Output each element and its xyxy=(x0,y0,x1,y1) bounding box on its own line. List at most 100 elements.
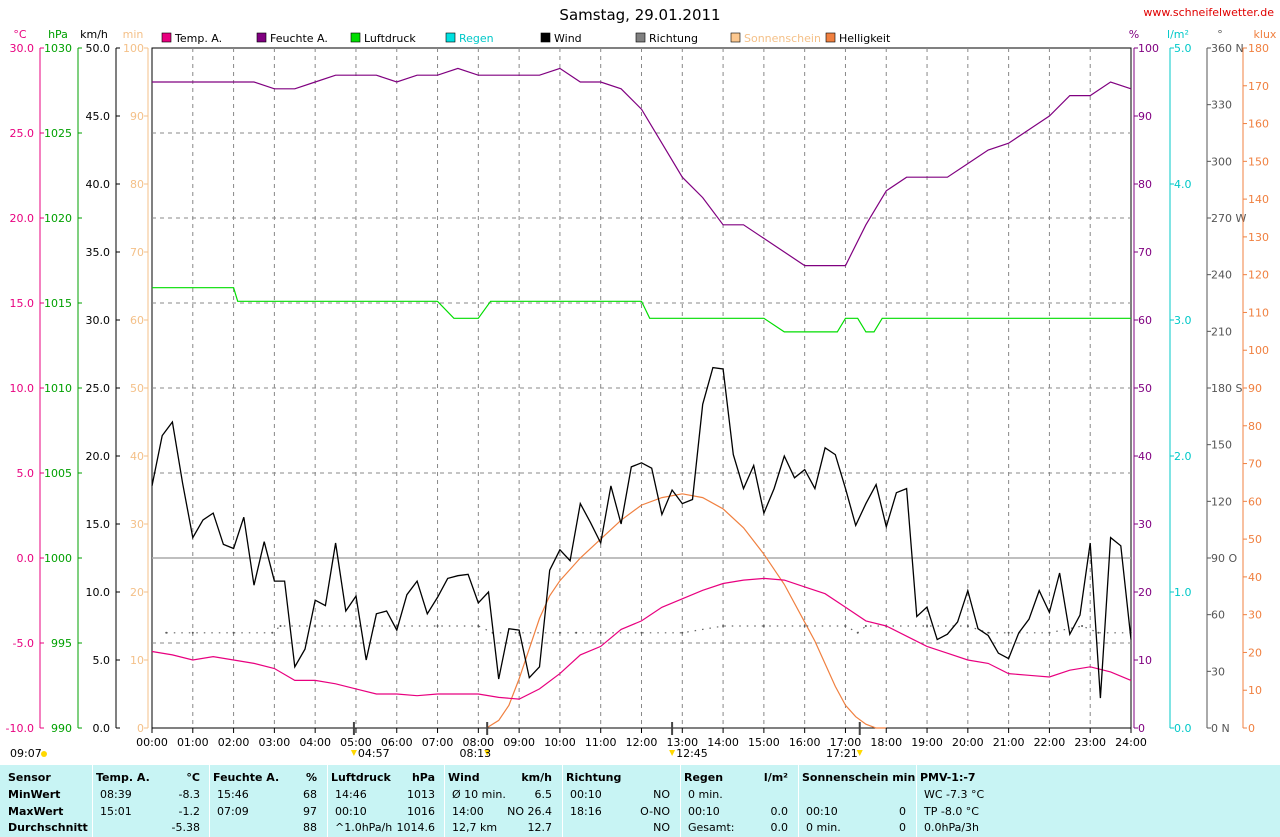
sunshine-point xyxy=(191,631,194,634)
legend: Temp. A. Feuchte A. Luftdruck Regen Wind Rich… xyxy=(161,32,891,45)
stats-cell: NO 26.4 xyxy=(507,805,552,818)
x-tick-label: 06:00 xyxy=(381,736,413,749)
unit-lux: klux xyxy=(1254,28,1277,41)
sunshine-line xyxy=(166,625,1131,634)
legend-label: Luftdruck xyxy=(364,32,416,45)
tick-label-lux: 40 xyxy=(1248,571,1262,584)
time-marker-label: 09:07 xyxy=(10,747,42,760)
tick-label-wind: 45.0 xyxy=(86,110,111,123)
tick-label-lux: 70 xyxy=(1248,458,1262,471)
stats-cell: 14:00 xyxy=(452,805,484,818)
stats-cell: Sensor xyxy=(8,771,51,784)
legend-label: Sonnenschein xyxy=(744,32,821,45)
stats-cell: Temp. A. xyxy=(96,771,150,784)
tick-label-sun: 50 xyxy=(130,382,144,395)
tick-label-rain: 2.0 xyxy=(1174,450,1192,463)
stats-cell: MinWert xyxy=(8,788,61,801)
stats-column-separator xyxy=(798,765,799,837)
x-tick-label: 07:00 xyxy=(422,736,454,749)
time-marker-label: 17:21 xyxy=(826,747,858,760)
axis-units: °C hPa km/h min% l/m² ° klux xyxy=(13,28,1277,41)
tick-label-direction: 150 xyxy=(1211,439,1232,452)
tick-label-temp: 20.0 xyxy=(10,212,35,225)
stats-cell: 18:16 xyxy=(570,805,602,818)
x-tick-label: 02:00 xyxy=(218,736,250,749)
tick-label-rain: 1.0 xyxy=(1174,586,1192,599)
tick-label-humidity: 30 xyxy=(1138,518,1152,531)
tick-label-pressure: 1025 xyxy=(44,127,72,140)
tick-label-pressure: 990 xyxy=(51,722,72,735)
sunshine-point xyxy=(762,625,765,627)
tick-label-lux: 180 xyxy=(1248,42,1269,55)
tick-label-lux: 30 xyxy=(1248,609,1262,622)
x-tick-label: 09:00 xyxy=(503,736,535,749)
stats-cell: NO xyxy=(653,821,670,834)
x-tick-label: 24:00 xyxy=(1115,736,1147,749)
tick-label-wind: 40.0 xyxy=(86,178,111,191)
tick-label-sun: 40 xyxy=(130,450,144,463)
x-tick-label: 08:00 xyxy=(462,736,494,749)
sunshine-point xyxy=(279,625,282,627)
tick-label-humidity: 10 xyxy=(1138,654,1152,667)
arrow-icon xyxy=(669,750,676,756)
tick-label-temp: 0.0 xyxy=(17,552,35,565)
tick-label-sun: 90 xyxy=(130,110,144,123)
stats-cell: 97 xyxy=(303,805,317,818)
stats-cell: % xyxy=(305,771,317,784)
tick-label-sun: 60 xyxy=(130,314,144,327)
tick-label-direction: 0 N xyxy=(1211,722,1230,735)
stats-column-separator xyxy=(92,765,93,837)
stats-cell: 0 min. xyxy=(688,788,723,801)
tick-label-lux: 80 xyxy=(1248,420,1262,433)
stats-cell: 07:09 xyxy=(217,805,249,818)
stats-cell: 6.5 xyxy=(534,788,553,801)
unit-temp: °C xyxy=(13,28,27,41)
stats-cell: TP -8.0 °C xyxy=(924,805,979,818)
tick-label-pressure: 1020 xyxy=(44,212,72,225)
unit-humidity: % xyxy=(1129,28,1139,41)
x-tick-label: 12:00 xyxy=(626,736,658,749)
tick-label-wind: 25.0 xyxy=(86,382,111,395)
sunshine-point xyxy=(1007,631,1010,634)
x-tick-label: 00:00 xyxy=(136,736,168,749)
stats-cell: 00:10 xyxy=(335,805,367,818)
tick-label-temp: 25.0 xyxy=(10,127,35,140)
website-link[interactable]: www.schneifelwetter.de xyxy=(1143,6,1274,19)
series-line-luftdruck xyxy=(152,287,1131,333)
sunshine-point xyxy=(803,625,806,627)
tick-label-lux: 170 xyxy=(1248,80,1269,93)
tick-label-humidity: 60 xyxy=(1138,314,1152,327)
x-axis: 00:00 01:00 02:00 03:00 04:00 05:00 06:00 07:00… xyxy=(136,728,1147,749)
legend-swatch xyxy=(445,32,456,43)
unit-direction: ° xyxy=(1217,28,1223,41)
stats-cell: 12.7 xyxy=(527,821,553,834)
tick-label-humidity: 20 xyxy=(1138,586,1152,599)
arrow-icon xyxy=(484,750,491,756)
tick-label-lux: 150 xyxy=(1248,155,1269,168)
x-tick-label: 04:00 xyxy=(299,736,331,749)
legend-swatch xyxy=(256,32,267,43)
stats-cell: Ø 10 min. xyxy=(452,788,506,801)
tick-label-lux: 100 xyxy=(1248,344,1269,357)
stats-cell: Gesamt: xyxy=(688,821,735,834)
stats-cell: 0.0 xyxy=(770,821,789,834)
tick-label-direction: 30 xyxy=(1211,665,1225,678)
stats-cell: PMV-1:-7 xyxy=(920,771,976,784)
tick-label-wind: 15.0 xyxy=(86,518,111,531)
series-layer xyxy=(151,67,1132,729)
tick-label-pressure: 1010 xyxy=(44,382,72,395)
tick-label-rain: 0.0 xyxy=(1174,722,1192,735)
tick-label-lux: 110 xyxy=(1248,306,1269,319)
x-tick-label: 18:00 xyxy=(870,736,902,749)
stats-column-separator xyxy=(209,765,210,837)
tick-label-direction: 90 O xyxy=(1211,552,1237,565)
unit-rain: l/m² xyxy=(1167,28,1189,41)
stats-cell: 1013 xyxy=(407,788,435,801)
stats-cell: 0 min. xyxy=(806,821,841,834)
legend-label: Temp. A. xyxy=(174,32,222,45)
tick-label-lux: 50 xyxy=(1248,533,1262,546)
plot-grid xyxy=(151,47,1132,729)
x-tick-label: 16:00 xyxy=(789,736,821,749)
tick-label-humidity: 70 xyxy=(1138,246,1152,259)
tick-label-lux: 20 xyxy=(1248,646,1262,659)
